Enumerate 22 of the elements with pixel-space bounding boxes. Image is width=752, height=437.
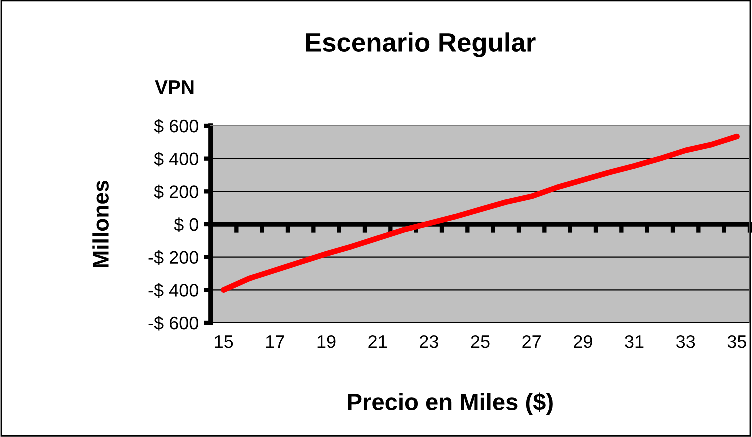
y-axis-title: Millones [92,180,109,268]
x-tick-label: 29 [574,335,592,348]
x-tick-label: 35 [728,335,746,348]
x-tick-label: 27 [522,335,541,348]
x-tick-label: 33 [676,335,696,348]
x-tick-label: 25 [471,335,490,348]
x-tick-label: 23 [420,335,438,348]
y-tick-label: $ 400 [154,152,198,167]
x-tick-label: 31 [625,335,644,348]
chart-title: Escenario Regular [306,32,536,58]
y-tick-label: $ 600 [154,119,198,134]
y-tick-label: -$ 200 [148,250,198,266]
chart-subtitle: VPN [155,80,194,94]
x-axis-title: Precio en Miles ($) [348,392,553,416]
y-tick-label: $ 0 [174,218,198,232]
x-tick-label: 15 [215,336,234,348]
x-tick-label: 21 [368,335,387,348]
x-tick-label: 19 [318,335,336,348]
y-tick-label: $ 200 [154,184,198,200]
x-tick-label: 17 [266,336,284,348]
y-tick-label: -$ 400 [148,283,198,298]
y-tick-label: -$ 600 [148,316,198,331]
